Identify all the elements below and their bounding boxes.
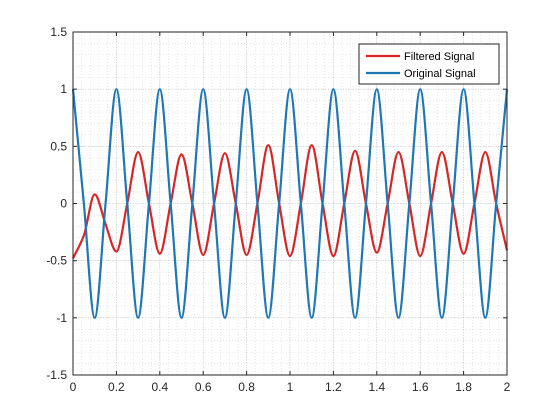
x-tick-label: 0.8 bbox=[238, 380, 255, 394]
x-tick-label: 1.6 bbox=[412, 380, 429, 394]
x-tick-label: 2 bbox=[504, 380, 511, 394]
x-tick-label: 1.4 bbox=[368, 380, 385, 394]
x-tick-label: 0.6 bbox=[195, 380, 212, 394]
legend-label-filtered: Filtered Signal bbox=[404, 51, 474, 63]
series-line-original-signal bbox=[71, 88, 509, 319]
x-tick-label: 1.8 bbox=[455, 380, 472, 394]
y-tick-label: -1.5 bbox=[46, 368, 67, 382]
y-tick-label: 1.5 bbox=[50, 25, 67, 39]
series-line-filtered-signal bbox=[72, 144, 509, 259]
x-tick-label: 1 bbox=[287, 380, 294, 394]
y-tick-label: 0 bbox=[60, 197, 67, 211]
axis-ticks bbox=[72, 31, 508, 376]
y-tick-label: -1 bbox=[56, 311, 67, 325]
legend: Filtered Signal Original Signal bbox=[358, 43, 500, 85]
y-tick-label: -0.5 bbox=[46, 254, 67, 268]
series-layer bbox=[71, 88, 509, 319]
y-tick-label: 0.5 bbox=[50, 139, 67, 153]
x-tick-label: 0.4 bbox=[151, 380, 168, 394]
legend-label-original: Original Signal bbox=[404, 68, 476, 80]
legend-box bbox=[358, 43, 500, 85]
x-tick-label: 0 bbox=[70, 380, 77, 394]
x-tick-labels: 0 0.2 0.4 0.6 0.8 1 1.2 1.4 1.6 1.8 2 bbox=[70, 380, 511, 394]
y-tick-labels: 1.5 1 0.5 0 -0.5 -1 -1.5 bbox=[46, 25, 67, 382]
y-tick-label: 1 bbox=[60, 82, 67, 96]
x-tick-label: 0.2 bbox=[108, 380, 125, 394]
x-tick-label: 1.2 bbox=[325, 380, 342, 394]
